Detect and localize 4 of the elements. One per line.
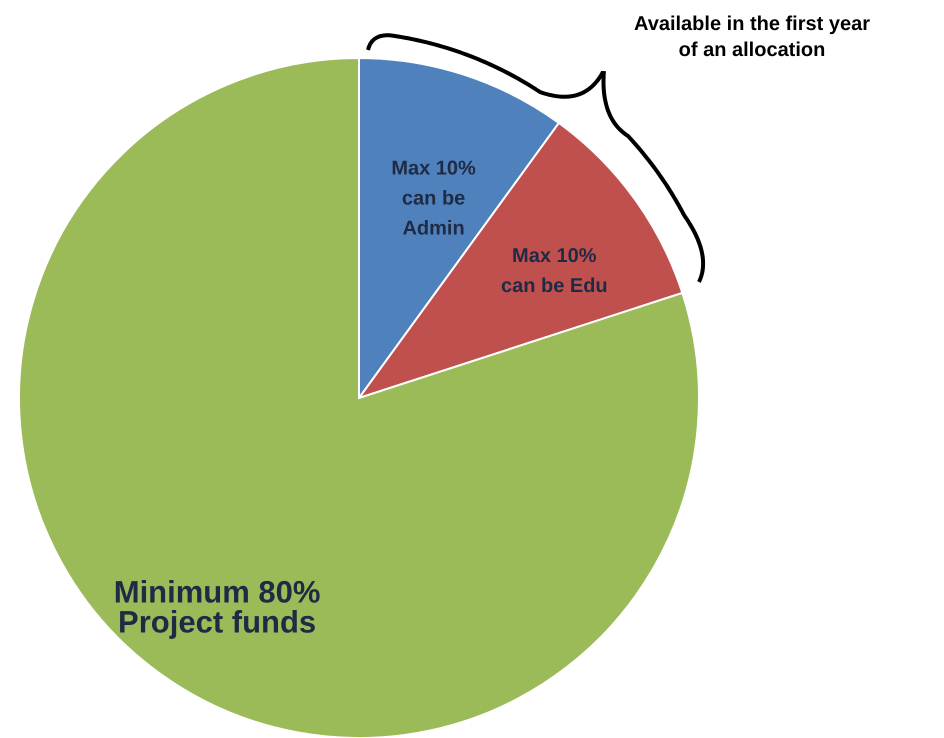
slice-label: Max 10% can be Edu: [500, 245, 608, 298]
slice-label: Minimum 80% Project funds: [114, 574, 320, 640]
slice-label: Max 10% can be Admin: [391, 157, 476, 240]
text: Available in the first year of an allocation: [634, 13, 870, 61]
